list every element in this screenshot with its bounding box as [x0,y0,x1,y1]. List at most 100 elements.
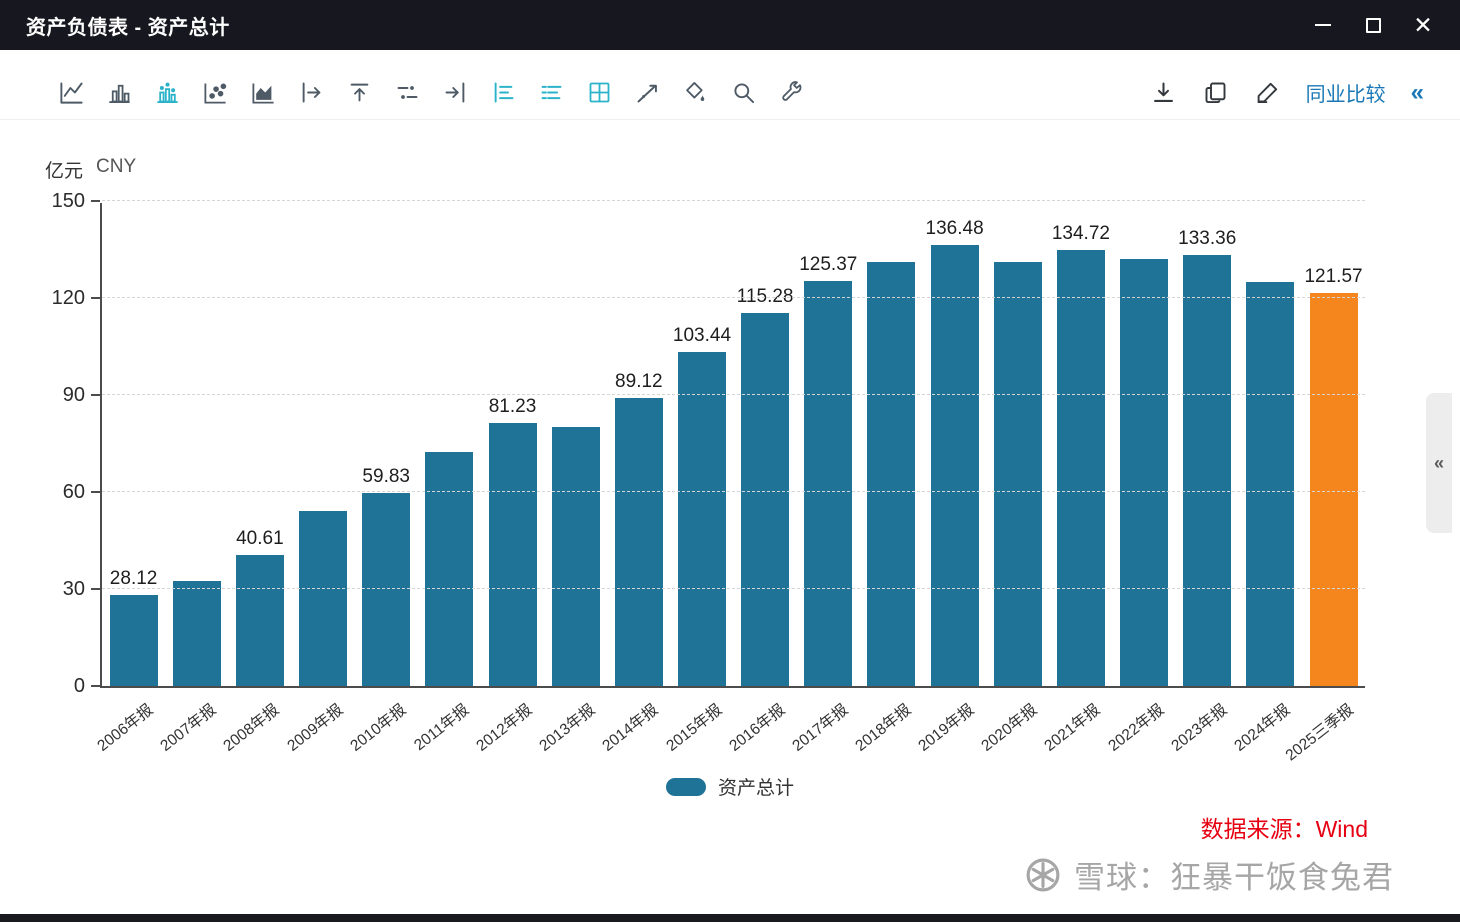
x-axis-label: 2025三季报 [1282,701,1357,765]
bar-cell-2007年报: 2007年报 [158,203,228,755]
watermark: 雪球：狂暴干饭食兔君 [1022,852,1394,897]
settings-wrench-icon[interactable] [778,79,805,106]
bar-cell-2008年报: 40.61 2008年报 [221,203,291,755]
bar-2019年报[interactable]: 136.48 [926,218,984,686]
bar-2017年报[interactable]: 125.37 [799,254,857,686]
chart-type-buttons [58,79,805,106]
unit-currency: CNY [96,156,137,177]
bar-cell-2010年报: 59.83 2010年报 [347,203,418,755]
bar-cell-2024年报: 2024年报 [1231,203,1302,755]
copy-icon[interactable] [1202,79,1229,106]
bar-chart-dotted-icon[interactable] [154,79,181,106]
hbar-axis-icon[interactable] [490,79,517,106]
bar-2011年报[interactable] [425,451,474,686]
scatter-chart-icon[interactable] [202,79,229,106]
x-axis-label: 2021年报 [1041,701,1104,755]
area-chart-icon[interactable] [250,79,277,106]
y-axis-tick-label: 0 [73,675,85,697]
y-axis-unit: 亿元 CNY [45,156,136,183]
snowball-logo-icon [1026,858,1060,891]
toolbar-collapse-icon[interactable]: « [1410,78,1424,106]
bar-cell-2021年报: 134.72 2021年报 [1042,203,1112,754]
bar-2023年报[interactable]: 133.36 [1178,228,1236,686]
trend-line-icon[interactable] [634,79,661,106]
x-axis-label: 2008年报 [220,701,283,755]
line-chart-icon[interactable] [58,79,85,106]
bar-2020年报[interactable] [993,262,1042,686]
minimize-button[interactable] [1312,14,1334,36]
y-axis-tick-label: 120 [51,287,85,309]
bar-value-label: 59.83 [362,465,410,487]
bar-cell-2012年报: 81.23 2012年报 [473,203,544,755]
x-axis-label: 2023年报 [1168,701,1231,755]
peer-compare-link[interactable]: 同业比较 [1305,84,1386,106]
bar-cell-2022年报: 2022年报 [1105,203,1176,755]
maximize-button[interactable] [1362,14,1384,36]
x-axis-label: 2009年报 [283,701,346,755]
bar-value-label: 103.44 [672,324,732,346]
bar-value-label: 40.61 [236,527,284,549]
bar-2018年报[interactable] [867,262,916,686]
bar-2008年报[interactable]: 40.61 [235,528,284,686]
bar-value-label: 136.48 [925,217,984,239]
bar-value-label: 81.23 [488,396,537,418]
bar-2022年报[interactable] [1120,259,1169,686]
bar-cell-2016年报: 115.28 2016年报 [726,203,797,755]
edit-icon[interactable] [1254,79,1281,106]
gridline [102,394,1365,395]
bar-2009年报[interactable] [299,511,348,686]
grid-table-icon[interactable] [586,79,613,106]
bar-2021年报[interactable]: 134.72 [1052,223,1110,686]
bar-cell-2009年报: 2009年报 [284,203,354,755]
bar-2014年报[interactable]: 89.12 [614,371,663,686]
unit-primary: 亿元 [45,161,84,182]
bar-2006年报[interactable]: 28.12 [109,568,158,686]
x-axis-label: 2014年报 [599,701,662,755]
chart-toolbar: 同业比较 « [0,66,1460,120]
bar-cell-2014年报: 89.12 2014年报 [600,203,670,755]
bar-cell-2015年报: 103.44 2015年报 [663,203,733,755]
x-axis-label: 2007年报 [157,701,220,755]
hbar-plain-icon[interactable] [538,79,565,106]
x-axis-label: 2006年报 [94,701,157,755]
bar-top-line-icon[interactable] [346,79,373,106]
gridline [102,491,1365,492]
bar-chart-icon[interactable] [106,79,133,106]
download-icon[interactable] [1150,79,1177,106]
chart-legend[interactable]: 资产总计 [0,773,1460,800]
bar-value-label: 134.72 [1051,223,1110,245]
bar-2007年报[interactable] [172,580,221,686]
minimize-icon [1315,24,1331,26]
bar-value-label: 125.37 [799,253,858,275]
side-panel-handle[interactable]: « [1426,393,1452,533]
x-axis-label: 2013年报 [536,701,599,755]
x-axis-label: 2019年报 [915,701,978,755]
bar-2013年报[interactable] [551,426,600,686]
bar-cell-2017年报: 125.37 2017年报 [789,203,860,755]
bar-2015年报[interactable]: 103.44 [673,325,731,686]
bar-2010年报[interactable]: 59.83 [362,466,411,686]
bar-2012年报[interactable]: 81.23 [488,396,537,686]
title-bar: 资产负债表 - 资产总计 ✕ [0,0,1460,50]
bar-cell-2018年报: 2018年报 [852,203,923,755]
zoom-search-icon[interactable] [730,79,757,106]
bar-2016年报[interactable]: 115.28 [737,286,793,686]
watermark-text: 雪球：狂暴干饭食兔君 [1074,860,1394,895]
close-button[interactable]: ✕ [1413,11,1433,38]
gridline [102,588,1365,589]
x-axis-label: 2015年报 [662,701,725,755]
bar-value-label: 133.36 [1178,227,1237,249]
x-axis-label: 2010年报 [347,701,410,755]
y-axis-tick [91,491,100,493]
paint-fill-icon[interactable] [682,79,709,106]
window-controls: ✕ [1312,11,1434,38]
x-axis-label: 2020年报 [978,701,1041,755]
bar-2025三季报[interactable]: 121.57 [1304,266,1363,686]
bars-container: 28.12 2006年报 2007年报 40.61 2008年报 2009年报 59.83 2… [94,203,1365,765]
bar-value-label: 89.12 [615,370,663,392]
threshold-lines-icon[interactable] [394,79,421,106]
arrow-to-edge-icon[interactable] [442,79,469,106]
bar-shift-right-icon[interactable] [298,79,325,106]
bar-2024年报[interactable] [1246,282,1295,686]
bar-cell-2013年报: 2013年报 [537,203,607,755]
